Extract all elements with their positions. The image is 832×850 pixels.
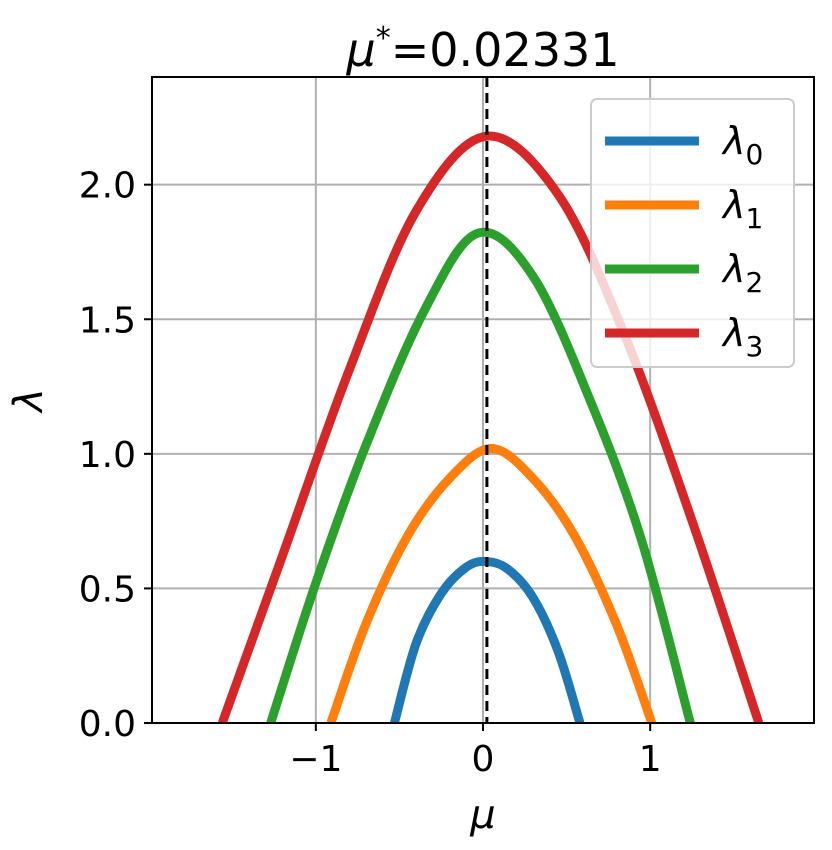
series-line-λ2	[266, 227, 695, 723]
y-tick-label: 0.0	[79, 704, 136, 745]
series-line-λ1	[326, 443, 657, 723]
legend-label: λ3	[721, 311, 763, 363]
title-symbol: μ	[345, 23, 375, 77]
title-value: =0.02331	[391, 23, 620, 77]
y-tick-label: 1.0	[79, 435, 136, 476]
legend-label: λ2	[721, 247, 763, 299]
legend-label: λ0	[721, 119, 763, 171]
x-tick-label: 1	[639, 739, 662, 780]
y-axis-label: λ	[6, 388, 52, 414]
y-tick-label: 2.0	[79, 166, 136, 207]
legend-box	[590, 98, 795, 368]
series-line-λ3	[217, 131, 764, 723]
legend-label: λ1	[721, 183, 763, 235]
title-superscript: *	[376, 21, 391, 56]
x-tick-label: 0	[472, 739, 495, 780]
ticks: −1 0 1 0.0 0.5 1.0 1.5 2.0	[79, 166, 662, 780]
chart-title: μ*=0.02331	[345, 21, 619, 77]
x-axis-label: μ	[469, 792, 495, 838]
y-tick-label: 0.5	[79, 569, 136, 610]
y-tick-label: 1.5	[79, 300, 136, 341]
legend: λ0 λ1 λ2 λ3	[590, 98, 795, 368]
x-tick-label: −1	[289, 739, 342, 780]
